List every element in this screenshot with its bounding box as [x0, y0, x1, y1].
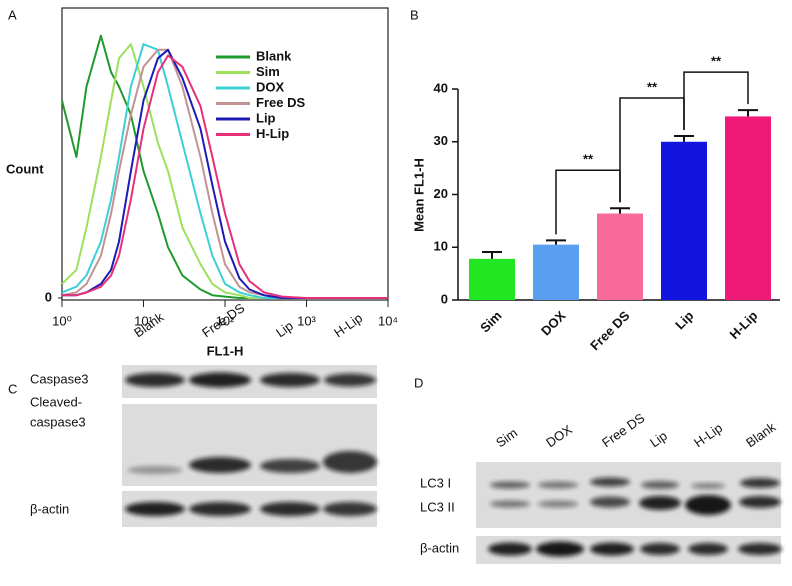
- row-label: LC3 II: [420, 499, 455, 514]
- blot-band: [640, 543, 680, 555]
- x-tick-label: 10⁴: [378, 313, 398, 328]
- blot-band: [125, 373, 185, 387]
- x-tick-label: 10¹: [134, 313, 153, 328]
- blot-membrane: [476, 462, 781, 528]
- significance-label: **: [583, 152, 594, 167]
- blot-band: [189, 457, 251, 473]
- lane-label: H-Lip: [691, 420, 725, 450]
- x-axis-label: FL1-H: [207, 343, 244, 358]
- blot-band: [685, 495, 731, 515]
- row-label: LC3 I: [420, 475, 451, 490]
- legend-label: DOX: [256, 79, 285, 94]
- lane-label: Lip: [647, 428, 670, 450]
- blot-band: [324, 373, 376, 387]
- series-line: [61, 43, 388, 299]
- bar: [597, 213, 643, 300]
- blot-band: [641, 481, 679, 489]
- blot-band: [260, 502, 320, 516]
- blot-band: [639, 496, 681, 510]
- legend-label: Sim: [256, 64, 280, 79]
- legend-label: Blank: [256, 48, 292, 63]
- y-tick-label: 30: [434, 133, 448, 148]
- blot-band: [490, 481, 530, 489]
- significance-label: **: [711, 54, 722, 69]
- panel-label: A: [8, 7, 17, 22]
- legend-label: Free DS: [256, 95, 305, 110]
- panel-label: C: [8, 381, 17, 396]
- x-tick-label: DOX: [538, 308, 569, 339]
- y-tick-label: 40: [434, 80, 448, 95]
- blot-band: [323, 451, 377, 473]
- x-tick-label: Sim: [477, 308, 504, 335]
- significance-label: **: [647, 79, 658, 94]
- row-label: β-actin: [30, 501, 69, 516]
- lane-label: Free DS: [599, 410, 648, 450]
- blot-band: [590, 542, 634, 556]
- y-tick-label: 0: [45, 289, 52, 304]
- blot-band: [260, 459, 320, 473]
- blot-band: [189, 502, 251, 516]
- blot-band: [490, 500, 530, 508]
- panel-label: B: [410, 7, 419, 22]
- blot-band: [536, 541, 584, 557]
- lane-label: Free DS: [199, 300, 248, 340]
- bar: [725, 116, 771, 301]
- error-bar: [674, 134, 694, 142]
- blot-band: [688, 543, 728, 555]
- blot-band: [738, 543, 782, 555]
- blot-band: [323, 502, 377, 516]
- lane-label: Blank: [743, 419, 779, 450]
- blot-band: [189, 372, 251, 388]
- blot-band: [691, 483, 725, 489]
- y-tick-label: 0: [441, 291, 448, 306]
- y-tick-label: 20: [434, 186, 448, 201]
- error-bar: [738, 109, 758, 117]
- series-line: [62, 54, 388, 299]
- x-tick-label: H-Lip: [726, 308, 760, 342]
- x-tick-label: Free DS: [587, 308, 633, 354]
- row-label: Caspase3: [30, 371, 89, 386]
- plot-frame: [61, 7, 389, 301]
- error-bar: [546, 239, 566, 245]
- lane-label: Sim: [493, 425, 520, 450]
- blot-band: [125, 502, 185, 516]
- y-tick-label: 10: [434, 239, 448, 254]
- bar: [661, 141, 707, 300]
- blot-band: [488, 542, 532, 556]
- significance-bracket: [683, 71, 749, 130]
- error-bar: [610, 207, 630, 214]
- blot-band: [538, 481, 578, 489]
- y-axis-label: Mean FL1-H: [411, 158, 426, 232]
- y-axis-label: Count: [6, 161, 44, 176]
- row-label: caspase3: [30, 414, 86, 429]
- legend-label: Lip: [256, 110, 276, 125]
- row-label: β-actin: [420, 540, 459, 555]
- bar: [533, 244, 579, 300]
- x-tick-label: 10³: [297, 313, 316, 328]
- blot-band: [590, 477, 630, 487]
- blot-band: [739, 496, 781, 508]
- panel-label: D: [414, 375, 423, 390]
- series-line: [61, 43, 388, 299]
- blot-band: [740, 478, 780, 488]
- x-tick-label: 10⁰: [52, 313, 72, 328]
- series-line: [62, 48, 388, 299]
- blot-band: [127, 466, 183, 474]
- blot-band: [590, 496, 630, 508]
- lane-label: Lip: [273, 318, 296, 340]
- lane-label: H-Lip: [331, 310, 365, 340]
- series-line: [61, 34, 388, 299]
- x-tick-label: Lip: [672, 308, 696, 332]
- bar: [469, 258, 515, 300]
- lane-label: DOX: [543, 422, 575, 451]
- error-bar: [482, 250, 502, 259]
- x-tick-label: 10²: [216, 313, 235, 328]
- row-label: Cleaved-: [30, 394, 82, 409]
- blot-band: [538, 500, 578, 508]
- blot-band: [260, 373, 320, 387]
- legend-label: H-Lip: [256, 126, 289, 141]
